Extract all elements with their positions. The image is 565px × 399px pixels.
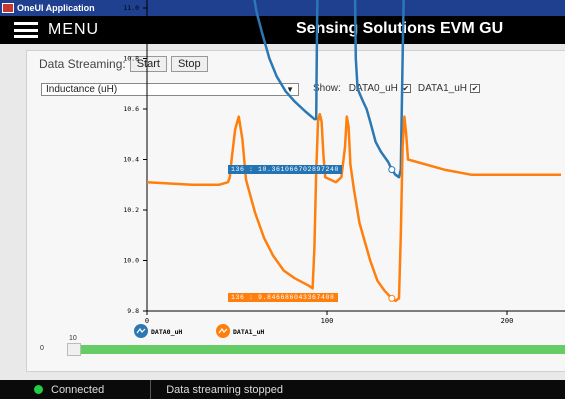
x-tick-label: 200: [501, 317, 514, 325]
series-line-data0-uh: [253, 0, 405, 179]
menu-label[interactable]: MENU: [48, 21, 100, 38]
status-bar: Connected Data streaming stopped: [0, 380, 565, 399]
app-title: Sensing Solutions EVM GU: [296, 20, 504, 37]
window-title: OneUI Application: [17, 3, 95, 13]
start-button[interactable]: Start: [129, 56, 167, 72]
legend-label: DATA0_uH: [151, 328, 182, 336]
menu-bar: MENU Sensing Solutions EVM GU: [0, 16, 565, 44]
hamburger-menu-icon[interactable]: [14, 22, 38, 38]
slider-min-label: 0: [40, 345, 44, 352]
data0-tooltip: 136 : 10.361066702897240: [228, 164, 343, 174]
y-tick-label: 9.8: [127, 307, 139, 315]
status-message: Data streaming stopped: [166, 383, 284, 396]
window-titlebar: OneUI Application: [0, 0, 565, 16]
main-content: Data Streaming: Start Stop Inductance (u…: [0, 44, 565, 380]
y-tick-label: 10.8: [123, 55, 139, 63]
data1-checkbox[interactable]: ✔: [469, 84, 480, 93]
y-tick-label: 10.6: [123, 105, 139, 113]
stop-button[interactable]: Stop: [170, 56, 208, 72]
measurement-select-value: Inductance (uH): [46, 84, 118, 95]
connection-status-icon: [34, 385, 43, 394]
connection-status: Connected: [51, 383, 105, 396]
data0-checkbox-label: DATA0_uH: [348, 83, 398, 94]
legend-label: DATA1_uH: [233, 328, 264, 336]
x-tick-label: 100: [321, 317, 334, 325]
streaming-controls: Data Streaming: Start Stop: [39, 56, 208, 72]
y-tick-label: 10.2: [123, 206, 139, 214]
legend-line-icon: [218, 327, 228, 334]
streaming-label: Data Streaming:: [39, 57, 126, 71]
dropdown-arrow-icon: ▼: [286, 85, 294, 94]
slider-value: 10: [69, 335, 77, 342]
data1-tooltip: 136 : 9.846686043367408: [228, 293, 338, 303]
hover-marker: [388, 294, 396, 302]
data1-checkbox-label: DATA1_uH: [417, 83, 467, 94]
app-icon: [2, 3, 14, 13]
series-line-data1-uh: [146, 112, 561, 303]
slider-track[interactable]: [69, 345, 565, 354]
y-tick-label: 11.0: [123, 4, 139, 12]
slider-handle[interactable]: [67, 343, 81, 356]
hover-marker: [388, 166, 396, 174]
show-label: Show:: [313, 83, 341, 94]
measurement-select[interactable]: Inductance (uH) ▼: [41, 83, 299, 96]
legend-line-icon: [136, 327, 146, 334]
status-divider: [150, 380, 152, 399]
y-tick-label: 10.4: [123, 156, 139, 164]
y-tick-label: 10.0: [123, 257, 139, 265]
streaming-panel: Data Streaming: Start Stop Inductance (u…: [26, 50, 565, 372]
x-tick-label: 0: [145, 317, 149, 325]
